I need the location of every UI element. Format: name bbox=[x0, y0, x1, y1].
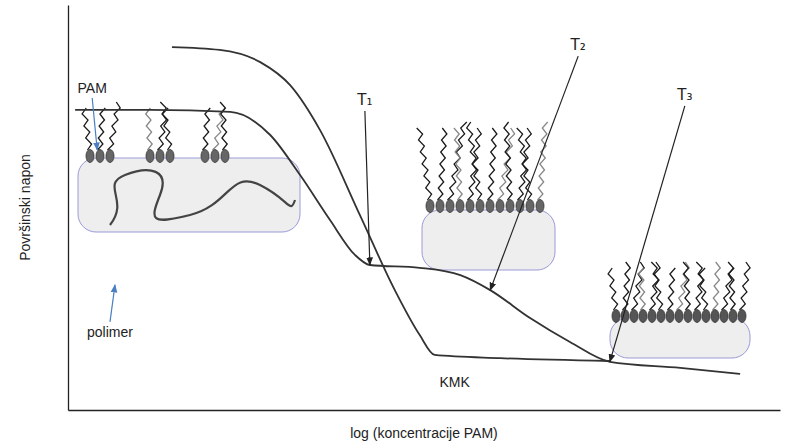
surfactant-head bbox=[156, 150, 164, 163]
annotation-arrow bbox=[610, 106, 685, 362]
line bbox=[172, 47, 610, 361]
surfactant-head bbox=[675, 310, 683, 323]
surfactant-tail bbox=[713, 262, 721, 310]
surfactant-head bbox=[436, 200, 444, 213]
surfactant-tail bbox=[220, 102, 227, 150]
aggregate bbox=[422, 210, 555, 270]
surfactant-head bbox=[96, 150, 104, 163]
surfactant-tail bbox=[438, 128, 447, 200]
surfactant-head bbox=[476, 200, 484, 213]
surfactant-head bbox=[630, 310, 638, 323]
surfactant-head bbox=[486, 200, 494, 213]
surfactant-head bbox=[729, 310, 737, 323]
surfactant-head bbox=[201, 150, 209, 163]
micelle bbox=[608, 262, 750, 358]
micelle bbox=[78, 102, 300, 232]
surfactant-head bbox=[221, 150, 229, 163]
polymer-chain bbox=[110, 170, 295, 225]
surfactant-head bbox=[684, 310, 692, 323]
surfactant-head bbox=[506, 200, 514, 213]
surfactant-head bbox=[536, 200, 544, 213]
surfactant-tail bbox=[488, 128, 497, 200]
surfactant-head bbox=[648, 310, 656, 323]
surfactant-tail bbox=[504, 122, 512, 200]
annotation: KMK bbox=[440, 374, 471, 390]
illustrations bbox=[78, 102, 750, 358]
surfactant-tail bbox=[740, 262, 751, 310]
aggregate bbox=[610, 318, 750, 358]
surfactant-head bbox=[720, 310, 728, 323]
surfactant-head bbox=[86, 150, 94, 163]
surfactant-tail bbox=[632, 262, 645, 310]
surfactant-tail bbox=[203, 108, 211, 150]
surfactant-head bbox=[612, 310, 620, 323]
surfactant-head bbox=[639, 310, 647, 323]
surfactant-tail bbox=[82, 108, 92, 150]
surfactant-head bbox=[657, 310, 665, 323]
surfactant-head bbox=[456, 200, 464, 213]
annotation: polimer bbox=[87, 324, 133, 340]
micelle bbox=[417, 122, 555, 270]
annotation-arrow bbox=[365, 111, 370, 265]
surfactant-tail bbox=[518, 128, 532, 200]
surfactant-head bbox=[738, 310, 746, 323]
surfactant-head bbox=[711, 310, 719, 323]
aggregate bbox=[78, 158, 300, 232]
surfactant-head bbox=[446, 200, 454, 213]
surfactant-head bbox=[426, 200, 434, 213]
surfactant-tail bbox=[651, 262, 662, 310]
annotations: PAM polimer T₁ T₂ T₃ KMK bbox=[78, 36, 693, 390]
annotation: T₂ bbox=[570, 36, 586, 54]
surfactant-tail bbox=[448, 122, 467, 200]
surfactant-head bbox=[702, 310, 710, 323]
surfactant-head bbox=[106, 150, 114, 163]
surfactant-head bbox=[526, 200, 534, 213]
surfactant-tail bbox=[467, 122, 482, 200]
surfactant-head bbox=[211, 150, 219, 163]
y-axis-title: Površinski napon bbox=[17, 154, 33, 261]
surfactant-tail bbox=[683, 262, 690, 310]
x-axis-line bbox=[69, 410, 781, 411]
surfactant-tail bbox=[639, 268, 646, 310]
x-axis bbox=[69, 410, 781, 411]
surfactant-head bbox=[166, 150, 174, 163]
plot-area bbox=[75, 47, 740, 374]
line bbox=[75, 110, 740, 374]
surfactant-head bbox=[666, 310, 674, 323]
surfactant-head bbox=[496, 200, 504, 213]
surfactant-tail bbox=[668, 268, 676, 310]
surfactant-tail bbox=[454, 128, 462, 200]
surfactant-tail bbox=[696, 262, 707, 310]
y-axis-line bbox=[68, 6, 69, 411]
y-axis bbox=[68, 6, 69, 411]
surfactant-head bbox=[466, 200, 474, 213]
surfactant-head bbox=[693, 310, 701, 323]
annotation-arrow bbox=[490, 56, 578, 290]
surfactant-head bbox=[146, 150, 154, 163]
surfactant-tail bbox=[623, 262, 631, 310]
surfactant-tail bbox=[728, 262, 735, 310]
surfactant-tail bbox=[608, 268, 618, 310]
annotation: T₃ bbox=[676, 86, 692, 104]
chart: log (koncentracije PAM) Površinski napon P… bbox=[0, 0, 788, 448]
surfactant-tail bbox=[517, 128, 532, 200]
surfactant-tail bbox=[417, 128, 432, 200]
annotation: PAM bbox=[78, 80, 107, 96]
x-axis-title: log (koncentracije PAM) bbox=[350, 425, 498, 441]
annotation-arrow bbox=[110, 285, 115, 322]
annotation-arrow bbox=[92, 98, 97, 150]
annotation: T₁ bbox=[356, 91, 372, 109]
surfactant-tail bbox=[98, 108, 106, 150]
surfactant-tail bbox=[146, 108, 153, 150]
surfactant-tail bbox=[677, 262, 690, 310]
